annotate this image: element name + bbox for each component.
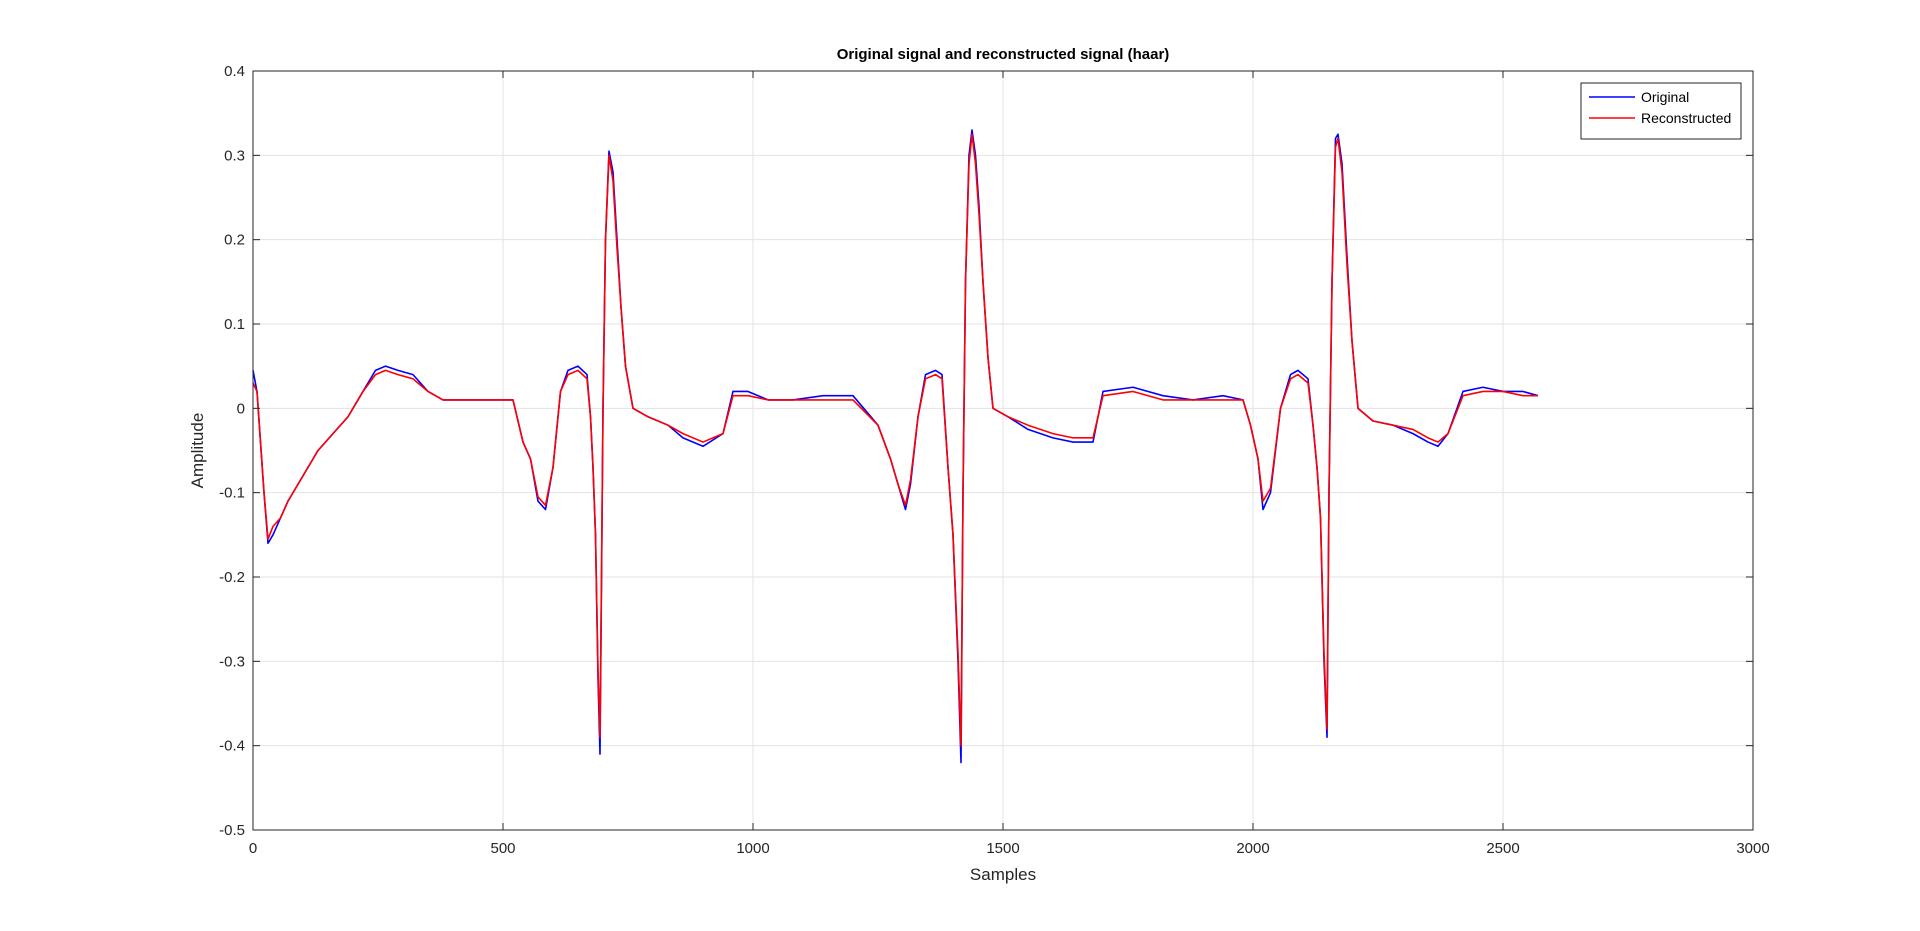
y-tick-label: 0.2 (224, 232, 245, 249)
series-layer (252, 129, 1539, 764)
legend-label: Original (1641, 89, 1689, 105)
legend: Original Reconstructed (1580, 82, 1742, 140)
x-tick-label: 500 (490, 840, 515, 857)
y-tick-label: -0.2 (219, 569, 245, 586)
grid-layer (252, 70, 1754, 831)
x-tick-label: 0 (249, 840, 257, 857)
y-tick-label: -0.3 (219, 653, 245, 670)
y-tick-label: -0.4 (219, 738, 245, 755)
y-tick-label: 0.1 (224, 316, 245, 333)
x-tick-label: 2500 (1486, 840, 1519, 857)
series-line-reconstructed (252, 133, 1538, 747)
y-tick-label: -0.1 (219, 485, 245, 502)
x-tick-label: 1500 (986, 840, 1019, 857)
tick-layer: 0 500 1000 1500 2000 2500 30000.40.30.20.10-0.… (219, 63, 1770, 857)
y-axis-label: Amplitude (188, 413, 207, 489)
x-tick-label: 3000 (1736, 840, 1769, 857)
legend-box (1580, 82, 1742, 140)
x-tick-label: 2000 (1236, 840, 1269, 857)
chart-title: Original signal and reconstructed signal… (837, 46, 1170, 63)
x-tick-label: 1000 (736, 840, 769, 857)
y-tick-label: 0.4 (224, 63, 245, 80)
legend-label: Reconstructed (1641, 110, 1731, 126)
y-tick-label: -0.5 (219, 822, 245, 839)
y-tick-label: 0.3 (224, 147, 245, 164)
y-tick-label: 0 (237, 400, 245, 417)
x-axis-label: Samples (970, 865, 1036, 884)
